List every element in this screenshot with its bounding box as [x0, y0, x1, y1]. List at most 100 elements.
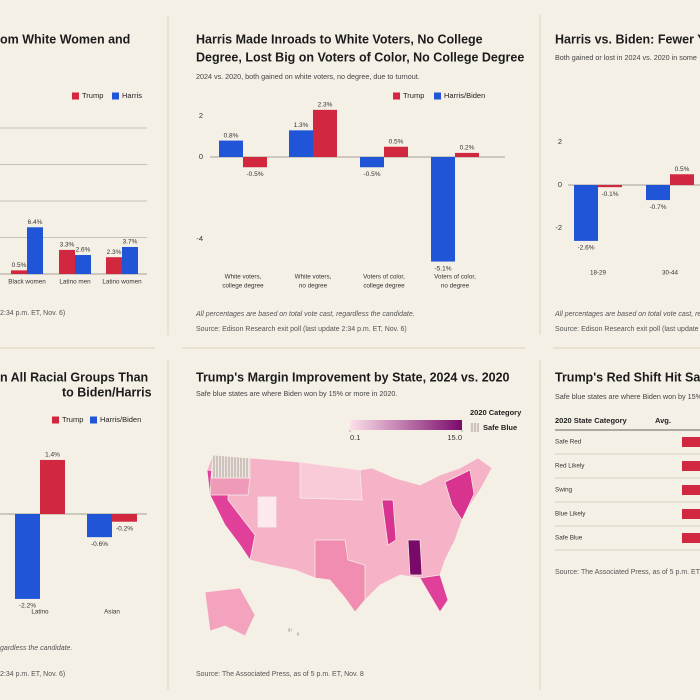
x-tick-label: Black women: [8, 279, 46, 286]
source: Source: Edison Research exit poll (last …: [196, 326, 407, 333]
bar: [11, 270, 27, 274]
value-label: 0.2%: [460, 145, 475, 152]
value-label: -0.7%: [650, 204, 667, 211]
source: Source: The Associated Press, as of 5 p.…: [196, 671, 364, 678]
us-map: [204, 454, 493, 637]
map-state: [287, 627, 293, 633]
x-tick-label: White voters,: [225, 274, 262, 281]
row-bar: [682, 461, 700, 471]
source: Source: The Associated Press, as of 5 p.…: [555, 569, 700, 576]
value-label: 1.3%: [294, 122, 309, 129]
value-label: 0.8%: [224, 132, 239, 139]
x-tick-label: college degree: [222, 283, 264, 290]
row-label: Safe Blue: [555, 535, 583, 542]
bar: [455, 152, 479, 157]
value-label: 3.7%: [123, 239, 138, 246]
legend-label: Trump: [403, 91, 424, 100]
map-state: [381, 499, 397, 546]
legend-swatch: [52, 416, 59, 424]
bar: [574, 185, 598, 241]
value-label: 0.5%: [389, 138, 404, 145]
map-state: [314, 539, 366, 613]
x-tick-label: White voters,: [295, 274, 332, 281]
legend-label: Harris/Biden: [100, 415, 141, 424]
panel-title: to Biden/Harris: [62, 385, 152, 399]
map-state: [419, 574, 449, 613]
panel-subtitle: Safe blue states are where Biden won by …: [196, 389, 397, 398]
bar: [384, 146, 408, 157]
bar: [122, 246, 138, 274]
source: 2:34 p.m. ET, Nov. 6): [0, 671, 65, 678]
value-label: -2.2%: [19, 603, 36, 610]
x-tick-label: Latino women: [102, 279, 142, 286]
x-tick-label: Asian: [104, 609, 120, 616]
x-tick-label: no degree: [441, 283, 470, 290]
value-label: 1.4%: [45, 452, 60, 459]
x-tick-label: no degree: [299, 283, 328, 290]
scale-label: 15.0: [447, 433, 462, 442]
map-state: [204, 587, 256, 637]
scale-label: 0.1: [350, 433, 360, 442]
y-tick-label: 0: [558, 180, 562, 189]
panel-subtitle: Safe blue states are where Biden won by …: [555, 392, 700, 401]
footnote: All percentages are based on total vote …: [195, 311, 415, 318]
footnote: All percentages are based on total vote …: [554, 311, 700, 318]
map-state: [257, 496, 277, 528]
row-label: Swing: [555, 487, 573, 494]
value-label: 0.5%: [12, 262, 27, 269]
bar: [106, 257, 122, 274]
value-label: -0.5%: [247, 171, 264, 178]
legend-swatch: [434, 92, 441, 100]
x-tick-label: Latino: [31, 609, 49, 616]
map-state: [210, 454, 251, 479]
value-label: 3.3%: [60, 242, 75, 249]
value-label: -0.6%: [91, 541, 108, 548]
legend-swatch: [72, 92, 79, 100]
footnote: gardless the candidate.: [0, 645, 72, 652]
color-scale: [350, 420, 462, 430]
value-label: -0.2%: [116, 525, 133, 532]
y-tick-label: 2: [199, 111, 203, 120]
row-bar: [682, 437, 700, 447]
row-label: Red Likely: [555, 463, 585, 470]
bar: [313, 109, 337, 157]
legend-swatch: [90, 416, 97, 424]
panel-title: Harris vs. Biden: Fewer You: [555, 32, 700, 46]
x-tick-label: Voters of color,: [434, 274, 476, 281]
legend-label: Safe Blue: [483, 423, 517, 432]
value-label: -5.1%: [435, 265, 452, 272]
map-state: [407, 539, 423, 576]
row-bar: [682, 485, 700, 495]
map-state: [209, 477, 251, 496]
panel-title: om White Women and: [0, 32, 130, 46]
panel-title: Harris Made Inroads to White Voters, No …: [196, 32, 483, 46]
bar: [598, 185, 622, 188]
panel-subtitle: 2024 vs. 2020, both gained on white vote…: [196, 72, 420, 81]
column-header: 2020 State Category: [555, 416, 628, 425]
panel-title: Trump's Red Shift Hit Safe: [555, 370, 700, 384]
legend-label: Trump: [82, 91, 103, 100]
row-bar: [682, 533, 700, 543]
value-label: 0.5%: [675, 166, 690, 173]
x-tick-label: Voters of color,: [363, 274, 405, 281]
map-state: [295, 631, 301, 637]
y-tick-label: 0: [199, 152, 203, 161]
x-tick-label: 30-44: [662, 270, 679, 277]
bar: [431, 157, 455, 262]
bar: [27, 227, 43, 274]
panel-title: n All Racial Groups Than: [0, 370, 148, 384]
legend-swatch: [112, 92, 119, 100]
legend-label: Trump: [62, 415, 83, 424]
value-label: -0.1%: [602, 191, 619, 198]
bar: [87, 514, 112, 538]
value-label: 6.4%: [28, 219, 43, 226]
bar: [243, 157, 267, 168]
dividers: [0, 15, 700, 690]
row-label: Blue Likely: [555, 511, 586, 518]
source: 2:34 p.m. ET, Nov. 6): [0, 310, 65, 317]
value-label: -2.6%: [578, 245, 595, 252]
column-header: Avg.: [655, 416, 671, 425]
map-state: [299, 461, 363, 501]
row-bar: [682, 509, 700, 519]
